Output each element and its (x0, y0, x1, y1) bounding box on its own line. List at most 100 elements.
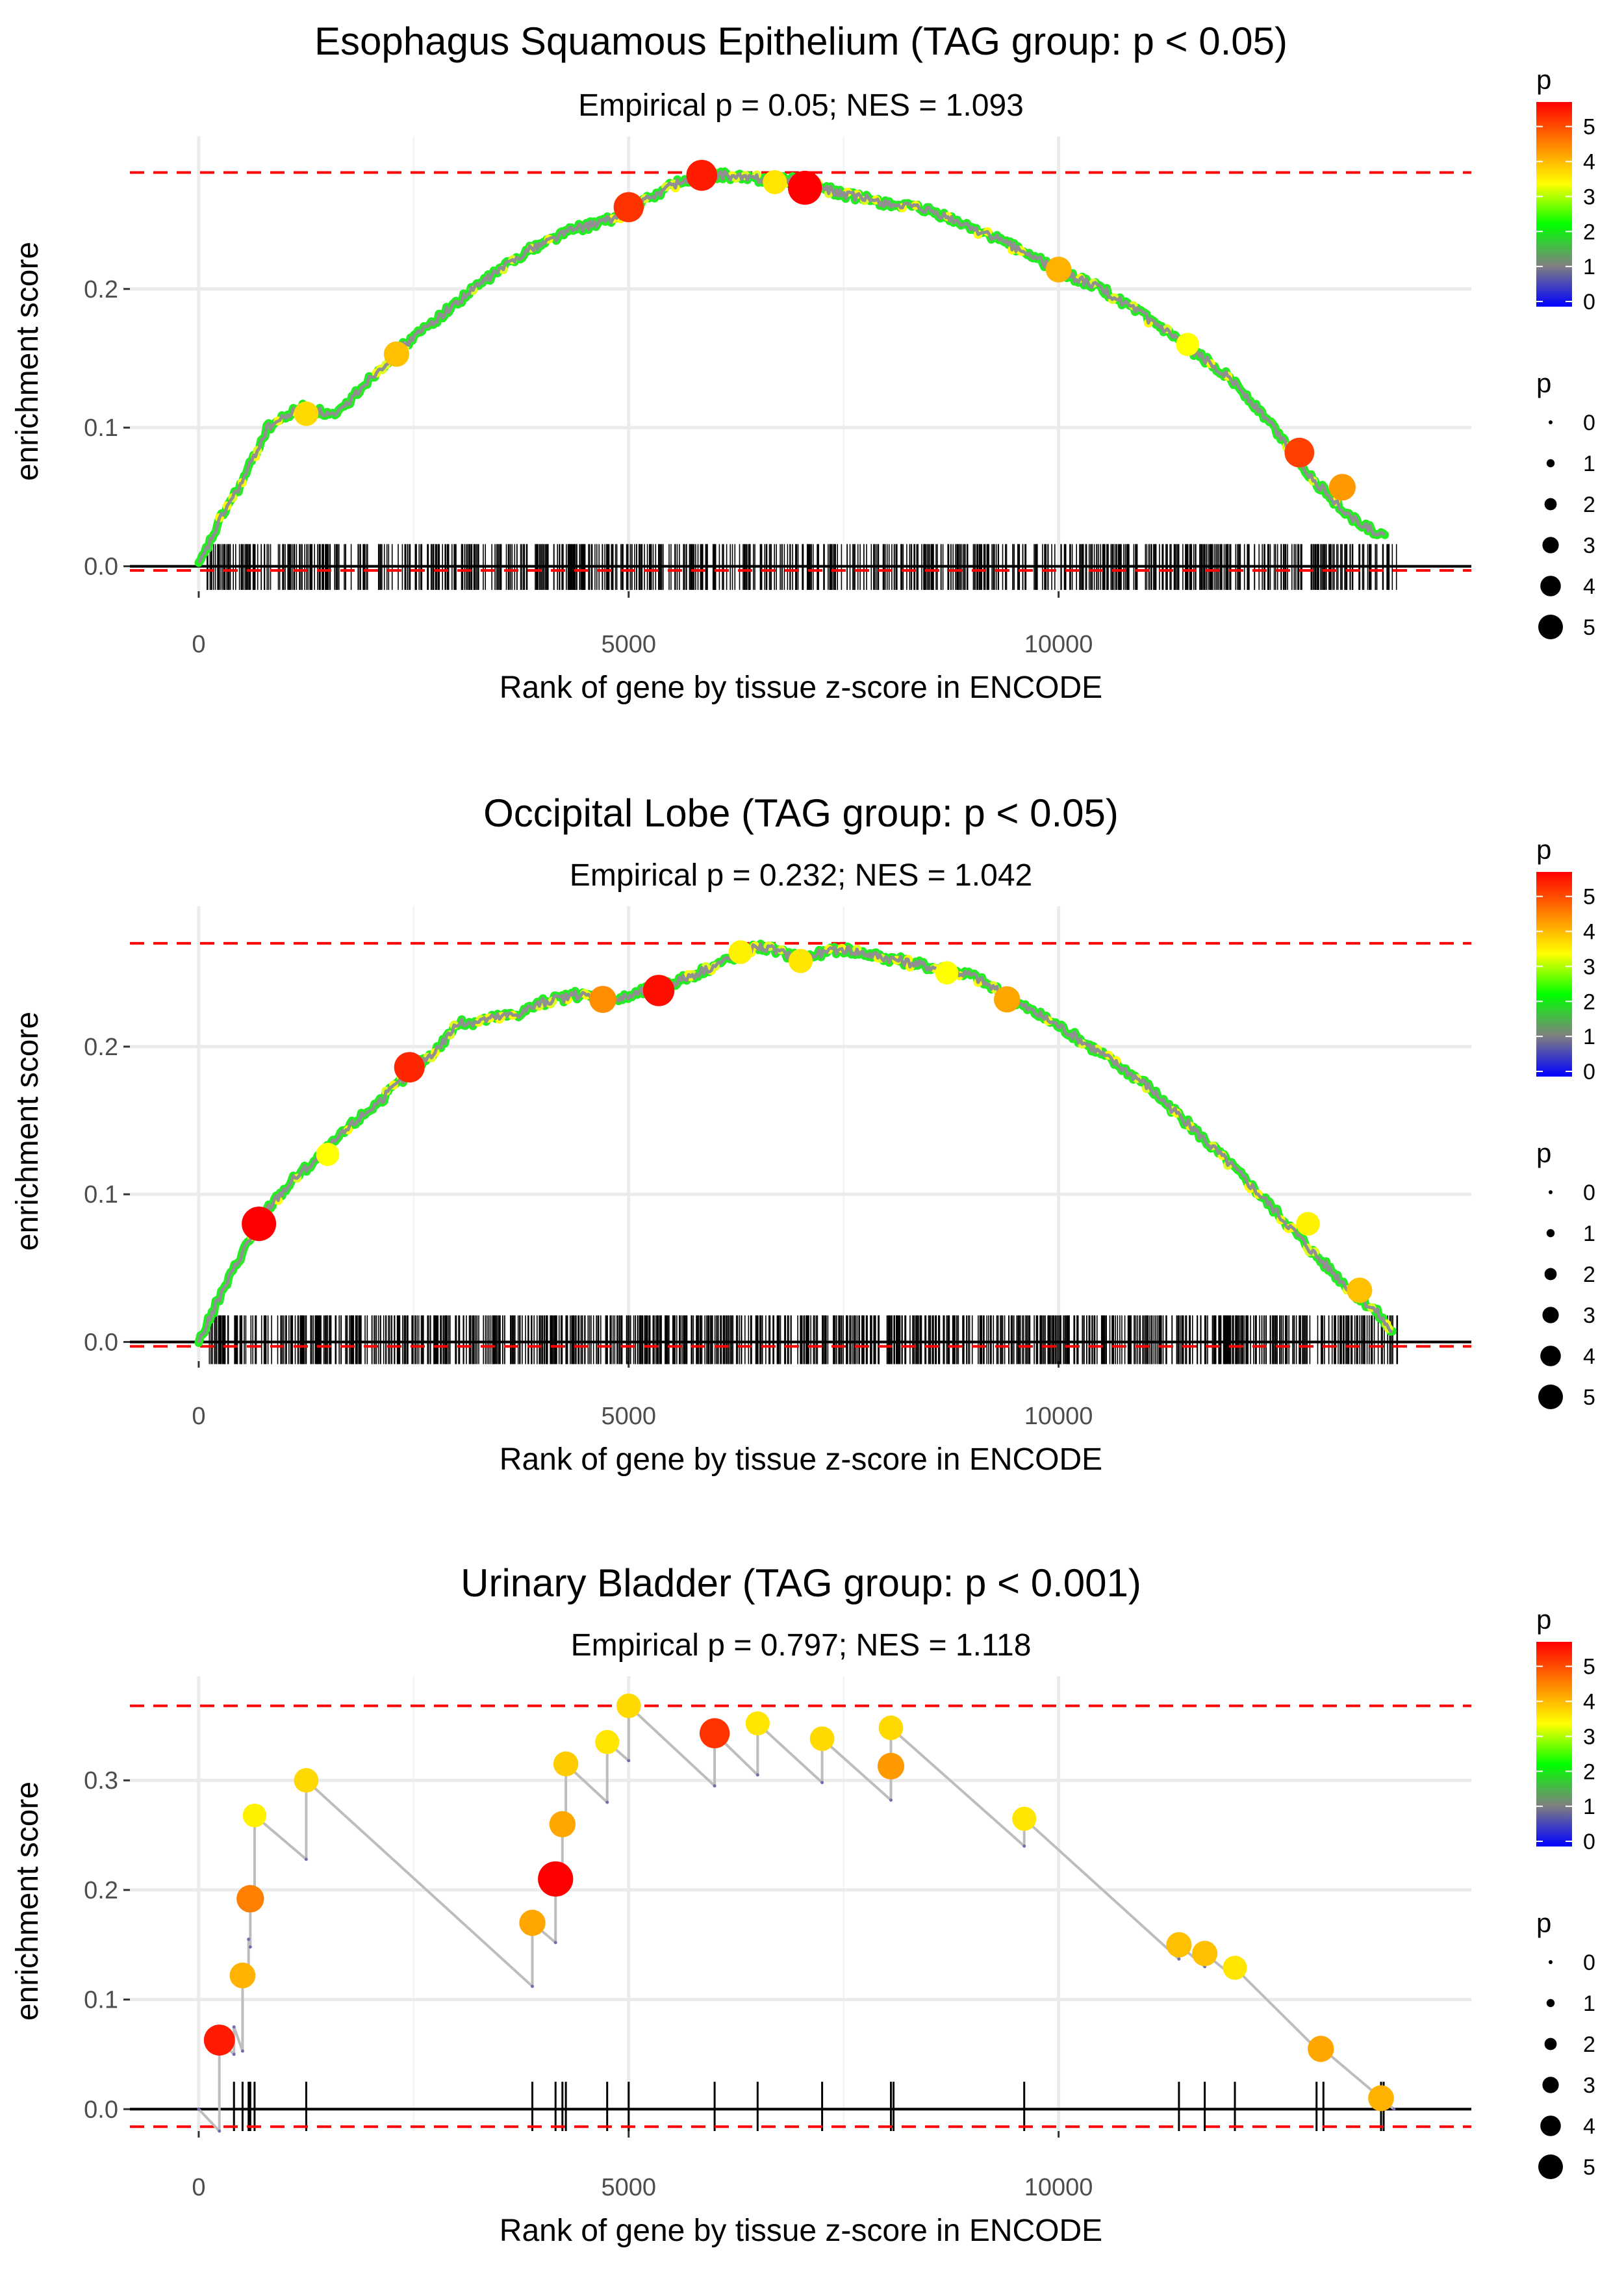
highlight-point (229, 1962, 256, 1989)
colorbar-label: 1 (1583, 255, 1595, 279)
highlight-point (589, 986, 616, 1014)
size-legend-label: 2 (1583, 492, 1595, 517)
size-legend-label: 0 (1583, 1181, 1595, 1205)
x-tick-label: 0 (192, 2174, 205, 2201)
es-curve (197, 1704, 1395, 2132)
highlight-point (1012, 1806, 1037, 1831)
y-axis-title: enrichment score (10, 242, 45, 481)
color-legend-title: p (1536, 1604, 1551, 1635)
size-legend-title: p (1536, 1138, 1551, 1168)
y-tick-label: 0.1 (84, 1181, 118, 1208)
size-legend-label: 3 (1583, 533, 1595, 558)
highlight-point (595, 1730, 620, 1754)
highlight-point (1166, 1932, 1192, 1958)
legend-1: p 0 1 2 3 4 5 p 0 1 2 3 4 5 (1536, 64, 1595, 640)
highlight-point (1368, 2085, 1394, 2112)
size-legend-label: 0 (1583, 1950, 1595, 1975)
colorbar-label: 2 (1583, 990, 1595, 1014)
es-step-point (713, 1784, 717, 1788)
size-legend-dot (1538, 1385, 1563, 1409)
es-step-point (1022, 1844, 1026, 1848)
y-tick-label: 0.2 (84, 276, 118, 303)
colorbar-label: 5 (1583, 885, 1595, 910)
size-legend-label: 5 (1583, 2155, 1595, 2180)
size-legend-title: p (1536, 368, 1551, 398)
color-legend-title: p (1536, 64, 1551, 95)
highlight-point (616, 1693, 641, 1718)
es-step-point (889, 1798, 893, 1802)
rug-marks (218, 2082, 1385, 2131)
size-legend-dot (1540, 576, 1561, 596)
highlight-point (686, 159, 718, 191)
size-legend-label: 1 (1583, 1221, 1595, 1246)
highlight-point (788, 949, 813, 973)
es-step-point (755, 1773, 759, 1777)
colorbar-label: 1 (1583, 1795, 1595, 1819)
size-legend-dot (1549, 1190, 1553, 1194)
size-legend-dot (1549, 420, 1553, 424)
chart-panel-1: Esophagus Squamous Epithelium (TAG group… (10, 19, 1471, 705)
x-tick-label: 10000 (1024, 1403, 1093, 1430)
colorbar-label: 0 (1583, 1060, 1595, 1084)
es-step-point (1177, 1957, 1181, 1961)
colorbar-label: 5 (1583, 1655, 1595, 1680)
highlight-point (538, 1861, 574, 1897)
size-legend-dot (1542, 2076, 1559, 2093)
size-legend-label: 2 (1583, 1262, 1595, 1287)
highlight-point (763, 170, 787, 194)
colorbar-label: 0 (1583, 1830, 1595, 1854)
highlight-point (236, 1885, 264, 1913)
highlight-point (1045, 257, 1072, 283)
highlight-point (787, 170, 822, 205)
colorbar-label: 4 (1583, 150, 1595, 175)
colorbar-label: 3 (1583, 954, 1595, 979)
y-tick-label: 0.0 (84, 1329, 118, 1356)
size-legend-dot (1542, 537, 1559, 554)
legend-2: p 0 1 2 3 4 5 p 0 1 2 3 4 5 (1536, 834, 1595, 1410)
x-tick-label: 10000 (1024, 631, 1093, 658)
size-legend-dot (1544, 498, 1557, 511)
colorbar-label: 3 (1583, 185, 1595, 209)
chart-subtitle: Empirical p = 0.05; NES = 1.093 (578, 88, 1024, 123)
es-step-point (531, 1984, 534, 1988)
highlight-point (316, 1142, 340, 1166)
size-legend-title: p (1536, 1908, 1551, 1938)
es-step-point (1392, 2107, 1396, 2111)
y-tick-label: 0.2 (84, 1034, 118, 1061)
highlight-point (809, 1726, 835, 1751)
x-tick-label: 10000 (1024, 2174, 1093, 2201)
colorbar-label: 1 (1583, 1025, 1595, 1049)
y-axis-title: enrichment score (10, 1782, 45, 2021)
size-legend-label: 1 (1583, 1991, 1595, 2016)
colorbar-label: 4 (1583, 1690, 1595, 1715)
highlight-points (294, 159, 1356, 501)
es-step-point (553, 1941, 557, 1945)
chart-subtitle: Empirical p = 0.797; NES = 1.118 (571, 1628, 1032, 1663)
highlight-point (877, 1752, 905, 1780)
size-legend-dot (1544, 1268, 1557, 1281)
es-step-point (218, 2129, 222, 2133)
highlight-point (1223, 1956, 1247, 1980)
chart-panel-3: Urinary Bladder (TAG group: p < 0.001) Em… (10, 1561, 1471, 2248)
highlight-point (878, 1715, 904, 1741)
es-curve-points (247, 941, 1393, 1333)
highlight-point (394, 1052, 425, 1083)
y-axis-title: enrichment score (10, 1012, 45, 1251)
highlight-point (745, 1711, 770, 1736)
highlight-point (1176, 333, 1200, 356)
x-tick-label: 5000 (601, 2174, 656, 2201)
y-tick-label: 0.3 (84, 1767, 118, 1795)
size-legend-dot (1546, 1229, 1555, 1238)
highlight-point (553, 1751, 579, 1777)
highlight-point (699, 1718, 730, 1748)
es-step-point (197, 2107, 201, 2111)
colorbar-label: 2 (1583, 1759, 1595, 1784)
y-tick-label: 0.0 (84, 2096, 118, 2123)
size-legend-dot (1538, 2154, 1563, 2179)
highlight-points (203, 1693, 1394, 2112)
highlight-point (1284, 437, 1315, 468)
x-tick-label: 0 (192, 1403, 205, 1430)
y-tick-label: 0.1 (84, 415, 118, 442)
highlight-point (935, 961, 959, 985)
